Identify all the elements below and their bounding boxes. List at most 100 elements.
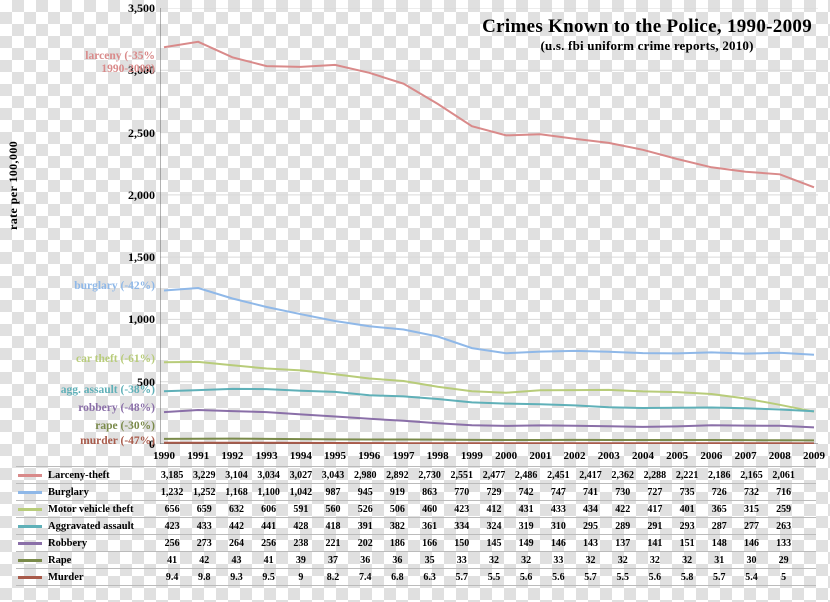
cell: 3,229	[188, 470, 220, 481]
cell: 9.3	[220, 572, 252, 583]
cell: 33	[446, 555, 478, 566]
cell: 1,232	[156, 487, 188, 498]
cell: 460	[414, 504, 446, 515]
cell: 1,252	[188, 487, 220, 498]
cell: 434	[574, 504, 606, 515]
cell: 264	[220, 538, 252, 549]
cell: 591	[285, 504, 317, 515]
line-larceny	[164, 42, 814, 188]
cell: 146	[542, 538, 574, 549]
cell: 422	[607, 504, 639, 515]
cell: 606	[253, 504, 285, 515]
x-tick: 2002	[564, 450, 586, 462]
cell: 141	[639, 538, 671, 549]
swatch-larceny	[18, 474, 42, 477]
cell: 31	[703, 555, 735, 566]
cell: 3,027	[285, 470, 317, 481]
swatch-agg_assault	[18, 525, 42, 528]
cell: 2,980	[349, 470, 381, 481]
cell: 365	[703, 504, 735, 515]
y-tick: 1,500	[95, 250, 155, 265]
line-robbery	[164, 410, 814, 427]
cell: 35	[414, 555, 446, 566]
cell: 32	[574, 555, 606, 566]
cell: 9.5	[253, 572, 285, 583]
cell: 256	[156, 538, 188, 549]
cell: 987	[317, 487, 349, 498]
cell: 382	[381, 521, 413, 532]
cell: 423	[446, 504, 478, 515]
cell: 42	[188, 555, 220, 566]
cell: 145	[478, 538, 510, 549]
cell: 2,417	[574, 470, 606, 481]
swatch-murder	[18, 576, 42, 579]
cell: 202	[349, 538, 381, 549]
cell: 1,168	[220, 487, 252, 498]
cell: 2,892	[381, 470, 413, 481]
cell: 442	[220, 521, 252, 532]
cell: 143	[574, 538, 606, 549]
cell: 412	[478, 504, 510, 515]
cell: 29	[768, 555, 800, 566]
row-label: Larceny-theft	[48, 470, 156, 481]
cell: 361	[414, 521, 446, 532]
row-label: Burglary	[48, 487, 156, 498]
cell: 1,042	[285, 487, 317, 498]
cell: 391	[349, 521, 381, 532]
cell: 730	[607, 487, 639, 498]
cell: 428	[285, 521, 317, 532]
cell: 319	[510, 521, 542, 532]
cell: 656	[156, 504, 188, 515]
x-tick: 2007	[735, 450, 757, 462]
x-tick: 2004	[632, 450, 654, 462]
x-tick: 2003	[598, 450, 620, 462]
cell: 289	[607, 521, 639, 532]
cell: 287	[703, 521, 735, 532]
cell: 2,477	[478, 470, 510, 481]
series-label-robbery: robbery (-48%)	[15, 402, 155, 415]
cell: 41	[253, 555, 285, 566]
row-label: Rape	[48, 555, 156, 566]
series-label-rape: rape (-30%)	[15, 420, 155, 433]
cell: 5.6	[639, 572, 671, 583]
swatch-robbery	[18, 542, 42, 545]
x-tick: 2001	[529, 450, 551, 462]
cell: 3,043	[317, 470, 349, 481]
cell: 727	[639, 487, 671, 498]
x-tick: 1992	[221, 450, 243, 462]
x-tick: 1996	[358, 450, 380, 462]
x-tick: 1999	[461, 450, 483, 462]
table-row: Aggravated assault4234334424414284183913…	[16, 517, 816, 534]
y-tick: 1,000	[95, 312, 155, 327]
table-row: Larceny-theft3,1853,2293,1043,0343,0273,…	[16, 466, 816, 483]
cell: 151	[671, 538, 703, 549]
cell: 632	[220, 504, 252, 515]
cell: 5.5	[478, 572, 510, 583]
y-tick: 2,000	[95, 188, 155, 203]
cell: 433	[542, 504, 574, 515]
table-row: Rape414243413937363635333232333232323231…	[16, 551, 816, 568]
cell: 221	[317, 538, 349, 549]
y-tick: 3,500	[95, 1, 155, 16]
row-label: Aggravated assault	[48, 521, 156, 532]
cell: 747	[542, 487, 574, 498]
cell: 417	[639, 504, 671, 515]
cell: 431	[510, 504, 542, 515]
cell: 3,034	[253, 470, 285, 481]
cell: 735	[671, 487, 703, 498]
cell: 238	[285, 538, 317, 549]
line-murder	[164, 443, 814, 444]
cell: 418	[317, 521, 349, 532]
cell: 277	[735, 521, 767, 532]
cell: 741	[574, 487, 606, 498]
swatch-rape	[18, 559, 42, 562]
x-tick: 1994	[290, 450, 312, 462]
row-label: Motor vehicle theft	[48, 504, 156, 515]
cell: 9	[285, 572, 317, 583]
cell: 5.7	[574, 572, 606, 583]
cell: 945	[349, 487, 381, 498]
series-label-agg_assault: agg. assault (-38%)	[15, 384, 155, 397]
plot-area	[160, 8, 818, 444]
x-tick: 1993	[256, 450, 278, 462]
cell: 166	[414, 538, 446, 549]
